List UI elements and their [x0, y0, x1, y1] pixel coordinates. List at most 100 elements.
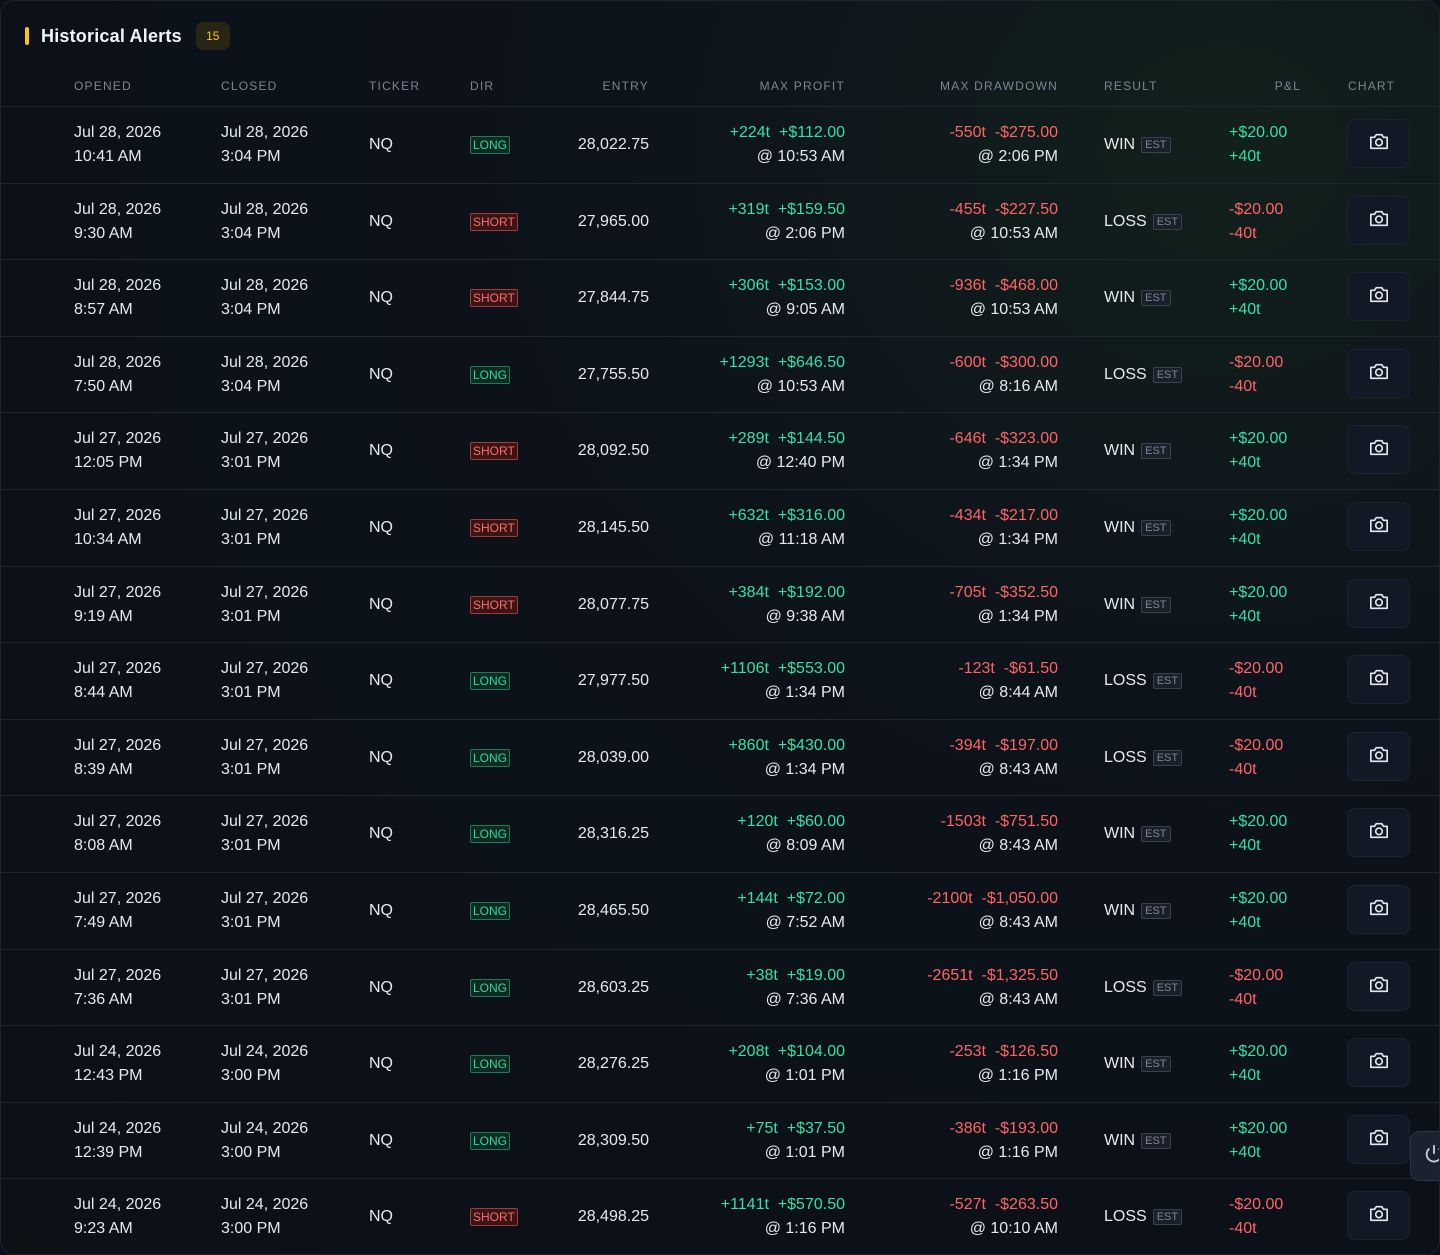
max-profit-usd: +$570.50	[777, 1196, 845, 1214]
chart-snapshot-button[interactable]	[1347, 195, 1410, 245]
direction-badge: LONG	[470, 1055, 511, 1074]
table-row[interactable]: Jul 27, 2026 9:19 AM Jul 27, 2026 3:01 P…	[1, 567, 1439, 644]
power-button[interactable]	[1410, 1131, 1439, 1181]
est-badge: EST	[1141, 902, 1171, 919]
chart-snapshot-button[interactable]	[1347, 655, 1410, 705]
entry-cell: 28,603.25	[577, 978, 649, 996]
pnl-cell: -$20.00 -40t	[1229, 734, 1283, 782]
table-row[interactable]: Jul 27, 2026 8:39 AM Jul 27, 2026 3:01 P…	[1, 720, 1439, 797]
table-row[interactable]: Jul 24, 2026 12:43 PM Jul 24, 2026 3:00 …	[1, 1026, 1439, 1103]
entry-cell: 28,465.50	[577, 901, 649, 919]
max-drawdown-time: @ 8:43 AM	[978, 760, 1058, 778]
chart-snapshot-button[interactable]	[1347, 731, 1410, 781]
max-profit-ticks: +384t	[728, 583, 769, 601]
opened-cell: Jul 28, 2026 9:30 AM	[74, 198, 161, 246]
table-row[interactable]: Jul 28, 2026 10:41 AM Jul 28, 2026 3:04 …	[1, 107, 1439, 184]
column-header-ticker[interactable]: TICKER	[369, 79, 421, 93]
table-row[interactable]: Jul 24, 2026 9:23 AM Jul 24, 2026 3:00 P…	[1, 1179, 1439, 1254]
entry-cell: 28,316.25	[577, 825, 649, 843]
max-profit-cell: +1293t +$646.50 @ 10:53 AM	[661, 351, 845, 399]
column-header-result[interactable]: RESULT	[1104, 79, 1158, 93]
table-row[interactable]: Jul 27, 2026 10:34 AM Jul 27, 2026 3:01 …	[1, 490, 1439, 567]
ticker-cell: NQ	[369, 1208, 393, 1226]
column-header-max-profit[interactable]: MAX PROFIT	[759, 79, 845, 93]
column-header-dir[interactable]: DIR	[470, 79, 495, 93]
result-cell: WIN EST	[1104, 899, 1171, 923]
result-cell: LOSS EST	[1104, 669, 1183, 693]
closed-time: 3:01 PM	[221, 837, 281, 855]
max-drawdown-usd: -$275.00	[994, 124, 1058, 141]
chart-snapshot-button[interactable]	[1347, 1038, 1410, 1088]
max-drawdown-usd: -$352.50	[994, 583, 1058, 601]
result-label: WIN	[1104, 136, 1136, 153]
max-profit-time: @ 10:53 AM	[756, 377, 845, 395]
closed-date: Jul 27, 2026	[221, 506, 309, 524]
chart-snapshot-button[interactable]	[1347, 272, 1410, 322]
result-cell: LOSS EST	[1104, 976, 1183, 1000]
chart-snapshot-button[interactable]	[1347, 1191, 1410, 1241]
chart-snapshot-button[interactable]	[1347, 119, 1410, 168]
ticker-cell: NQ	[369, 978, 393, 996]
table-row[interactable]: Jul 27, 2026 7:49 AM Jul 27, 2026 3:01 P…	[1, 873, 1439, 950]
chart-snapshot-button[interactable]	[1347, 1114, 1410, 1164]
table-row[interactable]: Jul 28, 2026 8:57 AM Jul 28, 2026 3:04 P…	[1, 260, 1439, 337]
pnl-cell: +$20.00 +40t	[1229, 504, 1287, 552]
chart-snapshot-button[interactable]	[1347, 884, 1410, 934]
pnl-usd: +$20.00	[1229, 1119, 1288, 1137]
entry-cell: 28,039.00	[577, 748, 649, 766]
opened-time: 12:05 PM	[74, 454, 143, 472]
est-badge: EST	[1141, 1132, 1171, 1149]
table-row[interactable]: Jul 27, 2026 8:44 AM Jul 27, 2026 3:01 P…	[1, 643, 1439, 720]
est-badge: EST	[1141, 519, 1171, 536]
opened-time: 9:19 AM	[74, 607, 133, 625]
pnl-ticks: +40t	[1229, 530, 1261, 548]
max-profit-time: @ 9:05 AM	[765, 301, 845, 319]
camera-icon	[1368, 514, 1390, 539]
max-drawdown-cell: -123t -$61.50 @ 8:44 AM	[858, 657, 1058, 705]
opened-cell: Jul 27, 2026 8:44 AM	[74, 657, 161, 705]
max-profit-time: @ 11:18 AM	[757, 530, 845, 548]
table-row[interactable]: Jul 27, 2026 8:08 AM Jul 27, 2026 3:01 P…	[1, 796, 1439, 873]
max-drawdown-time: @ 10:53 AM	[969, 224, 1058, 242]
pnl-cell: +$20.00 +40t	[1229, 274, 1287, 322]
column-header-closed[interactable]: CLOSED	[221, 79, 278, 93]
chart-snapshot-button[interactable]	[1347, 348, 1410, 398]
chart-snapshot-button[interactable]	[1347, 501, 1410, 551]
max-drawdown-cell: -646t -$323.00 @ 1:34 PM	[858, 427, 1058, 475]
closed-cell: Jul 27, 2026 3:01 PM	[221, 964, 308, 1012]
pnl-usd: +$20.00	[1229, 1043, 1288, 1061]
max-drawdown-time: @ 1:34 PM	[977, 454, 1058, 472]
column-header-opened[interactable]: OPENED	[74, 79, 132, 93]
max-profit-cell: +75t +$37.50 @ 1:01 PM	[661, 1117, 845, 1165]
max-profit-cell: +860t +$430.00 @ 1:34 PM	[661, 734, 845, 782]
max-drawdown-usd: -$61.50	[1003, 660, 1058, 678]
max-drawdown-cell: -253t -$126.50 @ 1:16 PM	[858, 1040, 1058, 1088]
column-header-pnl[interactable]: P&L	[1274, 79, 1301, 93]
entry-cell: 27,965.00	[577, 212, 649, 230]
table-row[interactable]: Jul 27, 2026 7:36 AM Jul 27, 2026 3:01 P…	[1, 950, 1439, 1027]
max-profit-cell: +208t +$104.00 @ 1:01 PM	[661, 1040, 845, 1088]
ticker-cell: NQ	[369, 518, 393, 536]
max-profit-time: @ 10:53 AM	[756, 148, 845, 165]
table-row[interactable]: Jul 24, 2026 12:39 PM Jul 24, 2026 3:00 …	[1, 1103, 1439, 1180]
opened-time: 8:44 AM	[74, 684, 133, 702]
chart-snapshot-button[interactable]	[1347, 808, 1410, 858]
pnl-ticks: -40t	[1229, 990, 1257, 1008]
column-header-entry[interactable]: ENTRY	[602, 79, 649, 93]
table-row[interactable]: Jul 28, 2026 7:50 AM Jul 28, 2026 3:04 P…	[1, 337, 1439, 414]
max-drawdown-usd: -$300.00	[994, 353, 1058, 371]
chart-snapshot-button[interactable]	[1347, 961, 1410, 1011]
opened-time: 8:08 AM	[74, 837, 133, 855]
column-header-max-drawdown[interactable]: MAX DRAWDOWN	[940, 79, 1058, 93]
pnl-cell: +$20.00 +40t	[1229, 427, 1287, 475]
chart-snapshot-button[interactable]	[1347, 578, 1410, 628]
max-drawdown-time: @ 1:16 PM	[977, 1143, 1058, 1161]
max-drawdown-cell: -600t -$300.00 @ 8:16 AM	[858, 351, 1058, 399]
table-row[interactable]: Jul 27, 2026 12:05 PM Jul 27, 2026 3:01 …	[1, 413, 1439, 490]
result-label: WIN	[1104, 901, 1136, 919]
table-row[interactable]: Jul 28, 2026 9:30 AM Jul 28, 2026 3:04 P…	[1, 184, 1439, 261]
max-drawdown-cell: -455t -$227.50 @ 10:53 AM	[858, 198, 1058, 246]
pnl-ticks: +40t	[1229, 913, 1261, 931]
column-header-chart: CHART	[1348, 79, 1396, 93]
chart-snapshot-button[interactable]	[1347, 425, 1410, 475]
